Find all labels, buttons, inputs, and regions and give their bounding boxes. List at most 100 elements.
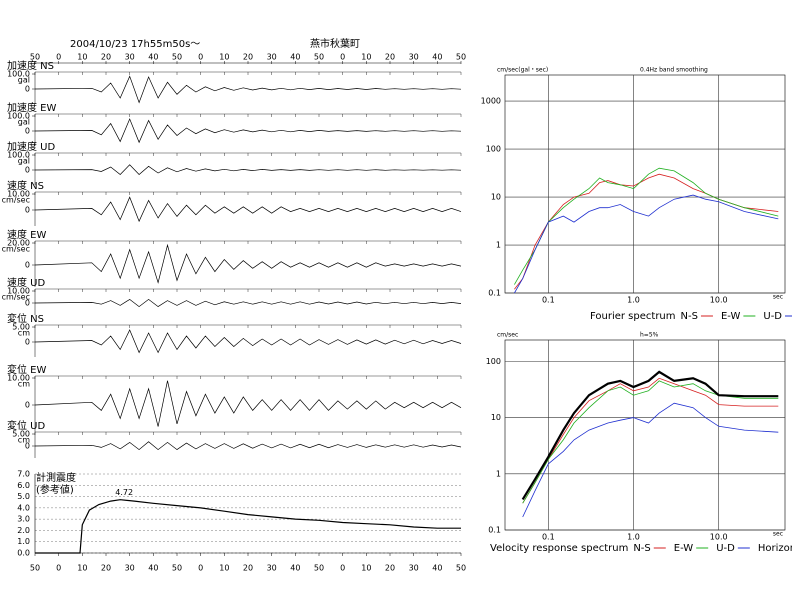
y-tick-label: 5.0	[17, 492, 30, 501]
time-tick-label: 40	[432, 53, 442, 62]
note: h=5%	[640, 332, 659, 339]
y-tick-label: 10	[491, 413, 501, 422]
plot-frame	[504, 339, 786, 531]
y-tick-label: 0	[25, 206, 30, 215]
waveform	[34, 380, 462, 427]
time-tick-label: 10	[361, 53, 371, 62]
time-tick-label: 50	[456, 53, 466, 62]
x-tick-label: 50	[456, 564, 466, 573]
x-tick-label: 40	[148, 564, 158, 573]
x-axis-label: sec	[773, 294, 783, 301]
time-tick-label: 10	[219, 53, 229, 62]
intensity-line	[35, 499, 461, 554]
time-tick-label: 0	[340, 53, 345, 62]
panel-label: 変位 NS	[7, 312, 44, 325]
spectrum-line	[514, 173, 779, 290]
waveform	[34, 329, 462, 354]
unit-label: cm/sec	[2, 245, 30, 254]
time-tick-label: 20	[101, 53, 111, 62]
y-tick-label: 0	[25, 85, 30, 94]
waveform	[34, 298, 462, 308]
y-tick-label: 0	[25, 338, 30, 347]
x-axis-label: sec	[773, 531, 783, 538]
station: 燕市秋葉町	[310, 37, 360, 50]
x-tick-label: 10.0	[710, 533, 728, 542]
spectrum-line	[522, 377, 779, 504]
x-tick-label: 0	[198, 564, 203, 573]
time-tick-label: 50	[314, 53, 324, 62]
time-tick-label: 0	[56, 53, 61, 62]
x-tick-label: 50	[30, 564, 40, 573]
y-tick-label: 20.00	[7, 239, 30, 248]
y-tick-label: 2.0	[17, 526, 30, 535]
legend-label: Horizon	[758, 543, 792, 554]
spectrum-line	[514, 194, 779, 294]
time-tick-label: 30	[409, 53, 419, 62]
y-tick-label: 10	[491, 193, 501, 202]
y-tick-label: 100.0	[7, 151, 30, 160]
x-tick-label: 30	[267, 564, 277, 573]
x-tick-label: 20	[243, 564, 253, 573]
spectrum-line	[514, 167, 779, 285]
x-tick-label: 20	[101, 564, 111, 573]
plot-frame	[504, 74, 786, 294]
chart-subtitle: (参考値)	[36, 483, 74, 496]
legend-label: E-W	[674, 543, 694, 554]
panel-label: 加速度 NS	[7, 59, 54, 72]
y-unit: cm/sec	[497, 332, 518, 339]
panel-label: 加速度 UD	[7, 140, 55, 153]
y-tick-label: 100.0	[7, 112, 30, 121]
time-tick-label: 20	[385, 53, 395, 62]
data-label: 4.72	[115, 488, 133, 497]
x-tick-label: 30	[125, 564, 135, 573]
y-tick-label: 0.0	[17, 549, 30, 558]
unit-label: cm	[18, 329, 30, 338]
time-tick-label: 30	[267, 53, 277, 62]
time-tick-label: 20	[243, 53, 253, 62]
legend-title: Velocity response spectrum	[490, 543, 628, 554]
waveform	[34, 196, 462, 223]
note: 0.4Hz band smoothing	[640, 67, 708, 74]
panel-label: 変位 EW	[7, 363, 46, 376]
y-tick-label: 100	[486, 145, 501, 154]
y-tick-label: 5.00	[12, 430, 30, 439]
x-tick-label: 0	[56, 564, 61, 573]
waveform	[34, 118, 462, 144]
time-tick-label: 40	[290, 53, 300, 62]
time-tick-label: 10	[77, 53, 87, 62]
y-tick-label: 1	[496, 469, 501, 478]
x-tick-label: 0	[340, 564, 345, 573]
unit-label: gal	[18, 157, 30, 166]
unit-label: gal	[18, 76, 30, 85]
y-tick-label: 0	[25, 127, 30, 136]
y-tick-label: 100	[486, 357, 501, 366]
time-tick-label: 30	[125, 53, 135, 62]
y-tick-label: 5.00	[12, 323, 30, 332]
y-tick-label: 0	[25, 261, 30, 270]
x-tick-label: 0.1	[542, 296, 555, 305]
y-unit: cm/sec(gal・sec)	[497, 67, 548, 74]
panel-label: 速度 EW	[7, 228, 46, 241]
legend-label: E-W	[721, 311, 741, 322]
panel-label: 速度 NS	[7, 179, 44, 192]
y-tick-label: 0	[25, 442, 30, 451]
unit-label: cm	[18, 436, 30, 445]
unit-label: cm/sec	[2, 293, 30, 302]
y-tick-label: 6.0	[17, 481, 30, 490]
y-tick-label: 0.1	[488, 526, 501, 535]
unit-label: gal	[18, 118, 30, 127]
time-tick-label: 40	[148, 53, 158, 62]
x-tick-label: 40	[290, 564, 300, 573]
x-tick-label: 10.0	[710, 296, 728, 305]
y-tick-label: 1	[496, 241, 501, 250]
waveform	[34, 164, 462, 175]
y-tick-label: 10.00	[7, 190, 30, 199]
datetime: 2004/10/23 17h55m50s～	[70, 39, 200, 50]
x-tick-label: 10	[219, 564, 229, 573]
panel-label: 速度 UD	[7, 276, 45, 289]
y-tick-label: 3.0	[17, 515, 30, 524]
unit-label: cm	[18, 380, 30, 389]
y-tick-label: 10.00	[7, 374, 30, 383]
chart-title: 計測震度	[36, 471, 76, 484]
